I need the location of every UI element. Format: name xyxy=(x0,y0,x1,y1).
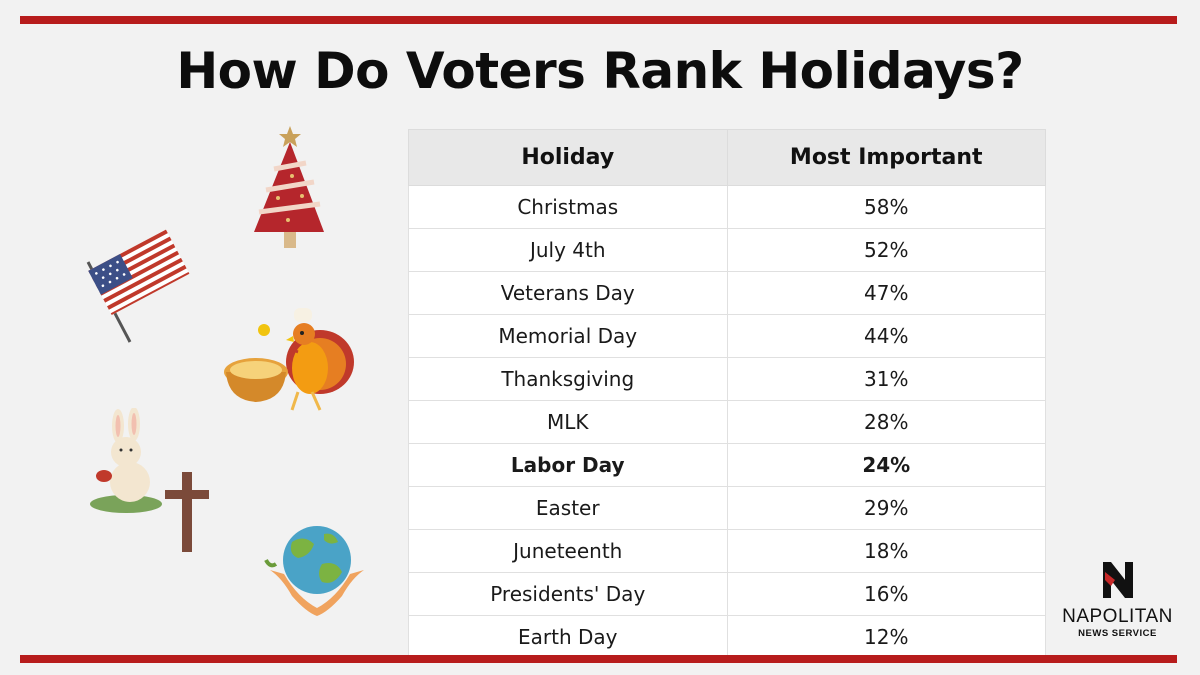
cross-icon xyxy=(165,472,209,552)
holiday-cell: Labor Day xyxy=(408,443,728,487)
american-flag-icon xyxy=(86,229,190,343)
table-row: Earth Day 12% xyxy=(408,615,1046,659)
column-header-most-important: Most Important xyxy=(726,129,1046,186)
table-row: Easter 29% xyxy=(408,486,1046,530)
table-header-row: Holiday Most Important xyxy=(408,129,1046,186)
holiday-cell: July 4th xyxy=(408,228,728,272)
most-important-cell: 24% xyxy=(726,443,1046,487)
most-important-cell: 18% xyxy=(726,529,1046,573)
most-important-cell: 52% xyxy=(726,228,1046,272)
holiday-ranking-table: Holiday Most Important Christmas 58% July … xyxy=(408,129,1046,659)
column-header-holiday: Holiday xyxy=(408,129,728,186)
table-body: Christmas 58% July 4th 52% Veterans Day 47% Me… xyxy=(408,185,1046,659)
holiday-cell: Thanksgiving xyxy=(408,357,728,401)
holiday-cell: Easter xyxy=(408,486,728,530)
table-row: Labor Day 24% xyxy=(408,443,1046,487)
top-accent-rule xyxy=(20,16,1177,24)
logo-subtitle: NEWS SERVICE xyxy=(1078,628,1157,639)
napolitan-n-icon xyxy=(1102,562,1133,598)
most-important-cell: 44% xyxy=(726,314,1046,358)
most-important-cell: 28% xyxy=(726,400,1046,444)
bottom-accent-rule xyxy=(20,655,1177,663)
easter-bunny-icon xyxy=(90,408,162,513)
turkey-icon xyxy=(224,308,354,411)
holiday-cell: Veterans Day xyxy=(408,271,728,315)
logo-name: NAPOLITAN xyxy=(1062,606,1173,627)
holiday-cell: MLK xyxy=(408,400,728,444)
holiday-cell: Christmas xyxy=(408,185,728,229)
table-row: Presidents' Day 16% xyxy=(408,572,1046,616)
table-row: Memorial Day 44% xyxy=(408,314,1046,358)
holiday-cell: Earth Day xyxy=(408,615,728,659)
most-important-cell: 47% xyxy=(726,271,1046,315)
table-row: Christmas 58% xyxy=(408,185,1046,229)
holiday-cell: Memorial Day xyxy=(408,314,728,358)
page-title: How Do Voters Rank Holidays? xyxy=(176,42,1024,100)
holiday-cell: Juneteenth xyxy=(408,529,728,573)
table-row: Veterans Day 47% xyxy=(408,271,1046,315)
earth-hands-icon xyxy=(264,526,364,616)
most-important-cell: 58% xyxy=(726,185,1046,229)
holiday-cell: Presidents' Day xyxy=(408,572,728,616)
most-important-cell: 16% xyxy=(726,572,1046,616)
napolitan-logo: NAPOLITAN NEWS SERVICE xyxy=(1055,560,1180,639)
table-row: MLK 28% xyxy=(408,400,1046,444)
table-row: Thanksgiving 31% xyxy=(408,357,1046,401)
christmas-tree-icon xyxy=(254,126,324,248)
most-important-cell: 31% xyxy=(726,357,1046,401)
most-important-cell: 12% xyxy=(726,615,1046,659)
table-row: Juneteenth 18% xyxy=(408,529,1046,573)
table-row: July 4th 52% xyxy=(408,228,1046,272)
most-important-cell: 29% xyxy=(726,486,1046,530)
